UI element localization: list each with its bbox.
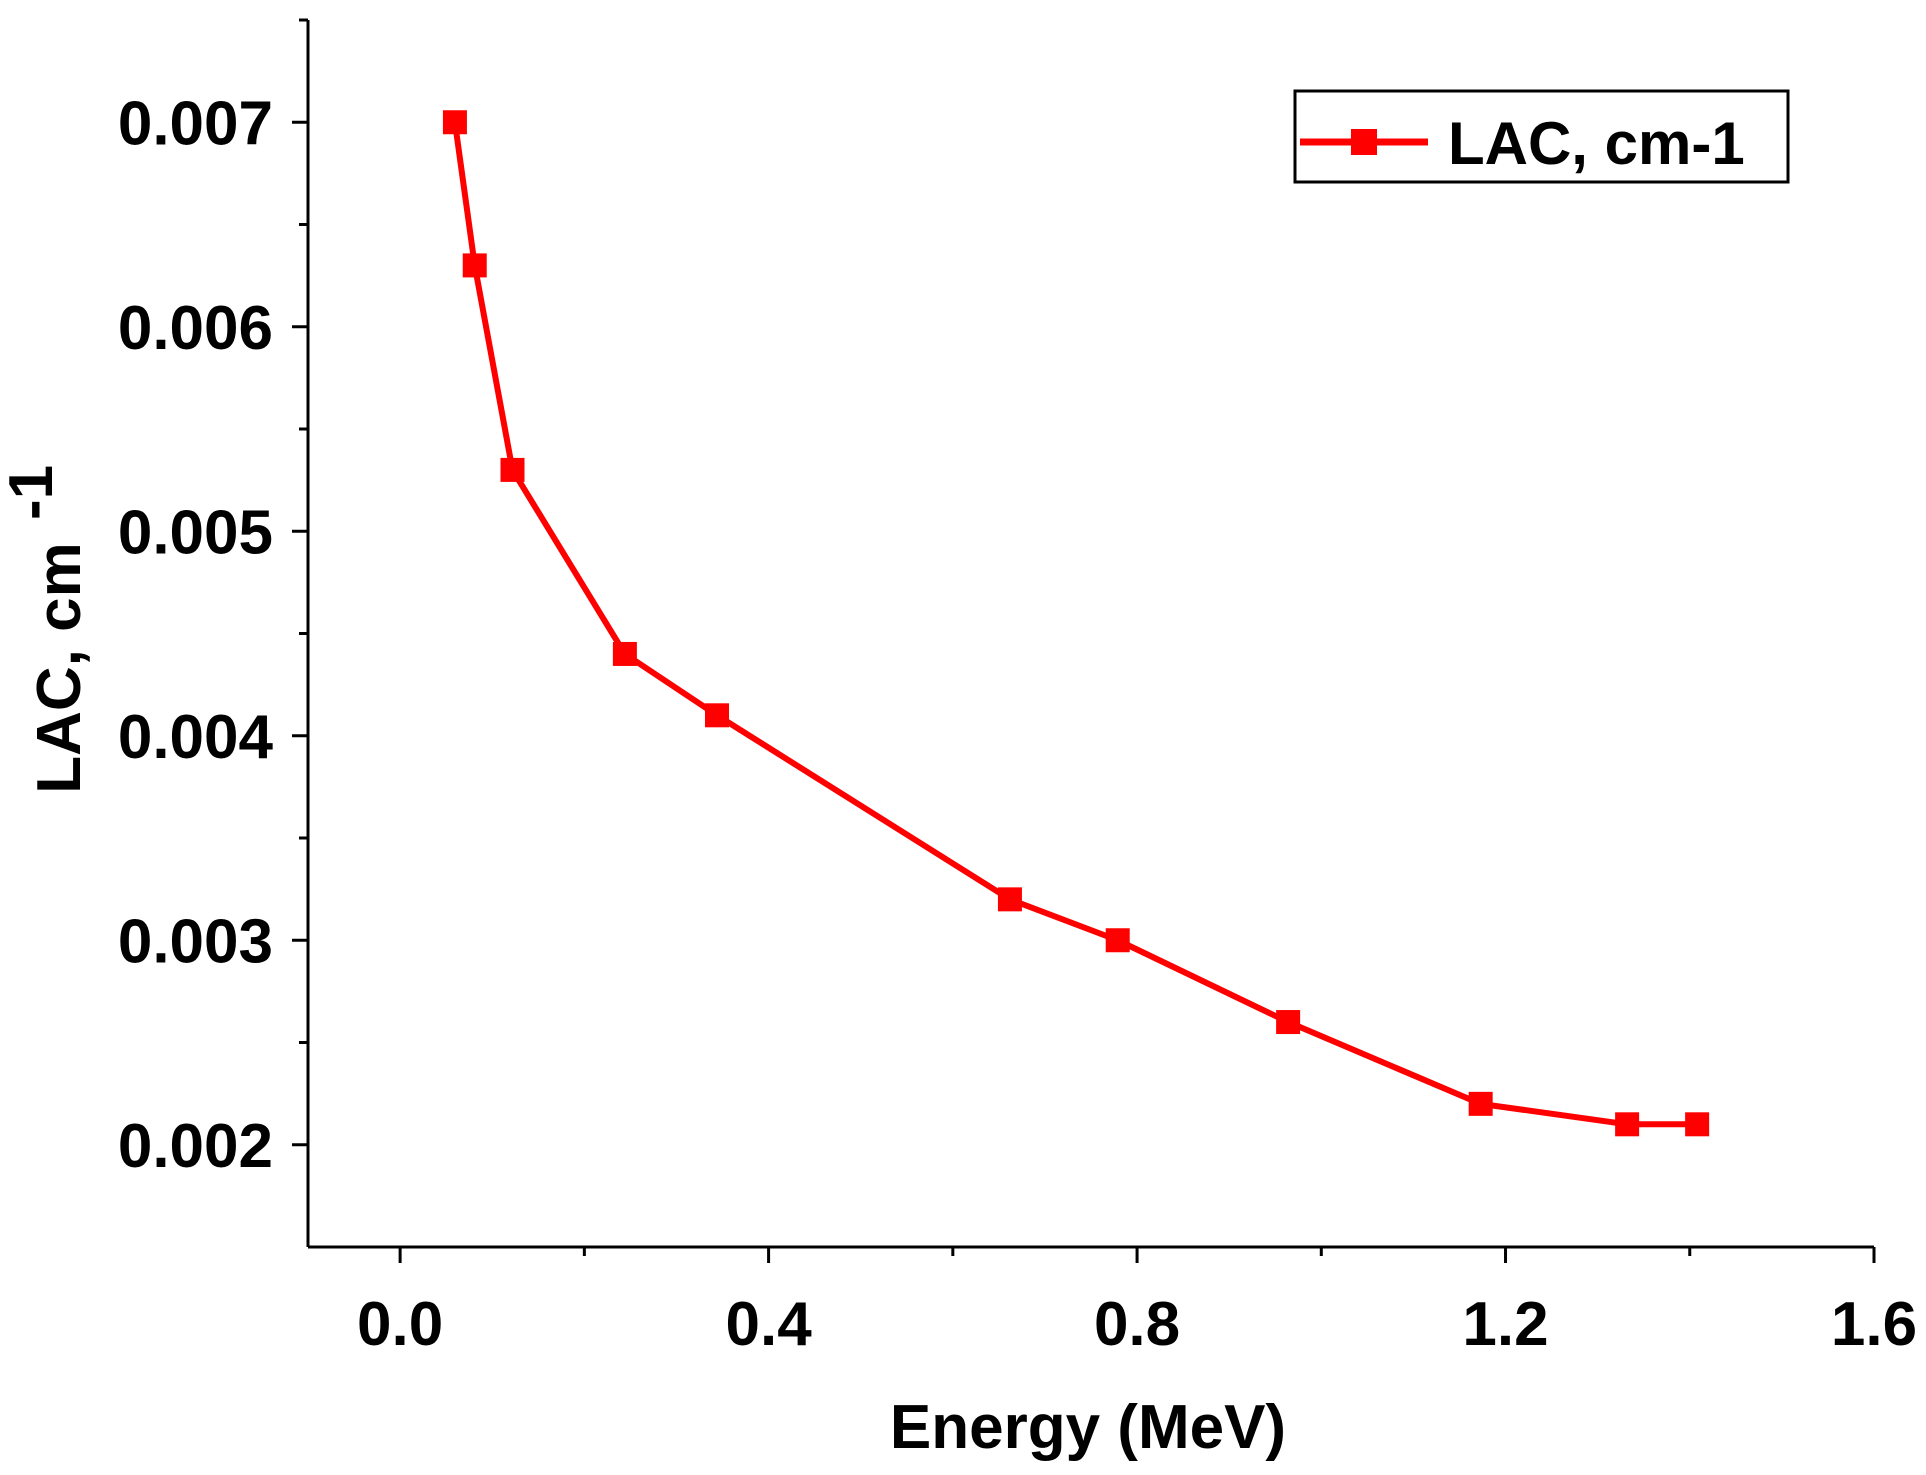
x-tick-label: 1.6: [1831, 1290, 1917, 1359]
x-tick-label: 0.0: [357, 1290, 443, 1359]
data-point: [462, 253, 487, 278]
y-axis-title-superscript: -1: [0, 465, 66, 520]
x-axis-ticks: 0.0 0.4 0.8 1.2 1.6: [357, 1247, 1917, 1359]
data-point: [705, 703, 730, 728]
y-tick-label: 0.002: [118, 1112, 273, 1181]
legend-box: [1293, 89, 1790, 184]
data-point: [997, 887, 1022, 912]
x-tick-label: 0.8: [1094, 1290, 1180, 1359]
y-axis-title-group: LAC, cm -1: [0, 465, 94, 794]
x-tick-label: 0.4: [725, 1290, 812, 1359]
data-point: [1276, 1010, 1301, 1035]
y-tick-label: 0.005: [118, 498, 273, 567]
legend-label: LAC, cm-1: [1448, 110, 1745, 177]
legend-marker-sample: [1351, 129, 1377, 155]
data-point: [1468, 1091, 1493, 1116]
y-axis-title: LAC, cm: [25, 542, 94, 793]
y-tick-label: 0.003: [118, 907, 273, 976]
data-point: [1105, 928, 1130, 953]
data-point: [612, 641, 637, 666]
y-tick-label: 0.007: [118, 89, 273, 158]
x-tick-label: 1.2: [1462, 1290, 1548, 1359]
data-point: [442, 110, 467, 135]
y-axis-ticks: 0.002 0.003 0.004 0.005 0.006 0.007: [118, 18, 308, 1181]
data-point: [500, 457, 525, 482]
x-axis-title: Energy (MeV): [890, 1393, 1286, 1462]
y-tick-label: 0.004: [118, 703, 274, 772]
y-tick-label: 0.006: [118, 294, 273, 363]
series-group: [442, 110, 1710, 1137]
data-point: [1615, 1112, 1640, 1137]
data-point: [1685, 1112, 1710, 1137]
legend: LAC, cm-1: [1293, 89, 1790, 184]
